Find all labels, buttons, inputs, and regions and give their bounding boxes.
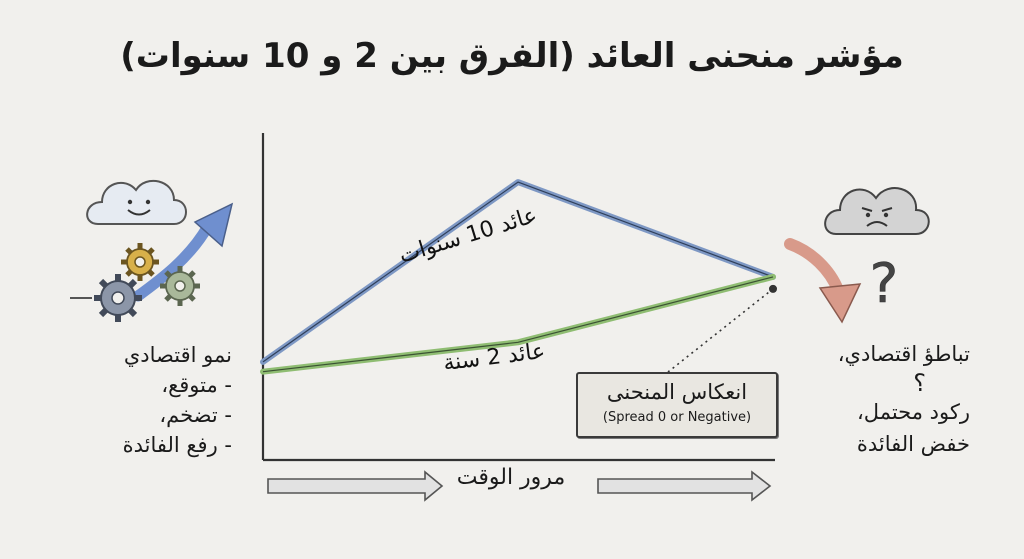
left-panel-item: - متوقع، bbox=[161, 373, 232, 397]
inversion-leader-line bbox=[667, 288, 774, 373]
left-panel-text: نمو اقتصادي - متوقع، - تضخم، - رفع الفائ… bbox=[92, 340, 232, 460]
callout-title: انعكاس المنحنى bbox=[606, 380, 748, 404]
right-panel-text: تباطؤ اقتصادي، ؟ ركود محتمل، خفض الفائدة bbox=[792, 338, 970, 460]
left-panel-item: - تضخم، bbox=[159, 403, 232, 427]
gears-icon bbox=[70, 243, 200, 322]
left-panel-heading: نمو اقتصادي bbox=[123, 343, 232, 367]
series-label-2y: عائد 2 سنة bbox=[442, 339, 547, 376]
right-panel-line: خفض الفائدة bbox=[856, 432, 970, 456]
right-panel-line: تباطؤ اقتصادي، bbox=[837, 342, 970, 366]
happy-cloud-icon bbox=[86, 180, 187, 225]
sad-cloud-icon bbox=[824, 187, 930, 235]
right-panel-line: ركود محتمل، bbox=[857, 400, 970, 424]
x-axis-label: مرور الوقت bbox=[456, 465, 566, 490]
page-title: مؤشر منحنى العائد (الفرق بين 2 و 10 سنوا… bbox=[120, 36, 904, 76]
series-line-2y-outline bbox=[262, 276, 774, 373]
right-panel-line: ؟ bbox=[913, 369, 926, 397]
rising-arrow-icon bbox=[132, 202, 234, 302]
time-arrow-left bbox=[267, 470, 444, 502]
time-arrow-right bbox=[597, 470, 772, 502]
series-label-10y: عائد 10 سنوات bbox=[396, 203, 540, 269]
question-mark-icon: ? bbox=[870, 252, 899, 315]
callout-subtitle: (Spread 0 or Negative) bbox=[602, 410, 752, 425]
left-panel-item: - رفع الفائدة bbox=[122, 433, 232, 457]
falling-arrow-icon bbox=[784, 238, 862, 324]
series-line-10y-outline bbox=[262, 181, 774, 363]
inversion-callout: انعكاس المنحنى (Spread 0 or Negative) bbox=[576, 372, 778, 438]
